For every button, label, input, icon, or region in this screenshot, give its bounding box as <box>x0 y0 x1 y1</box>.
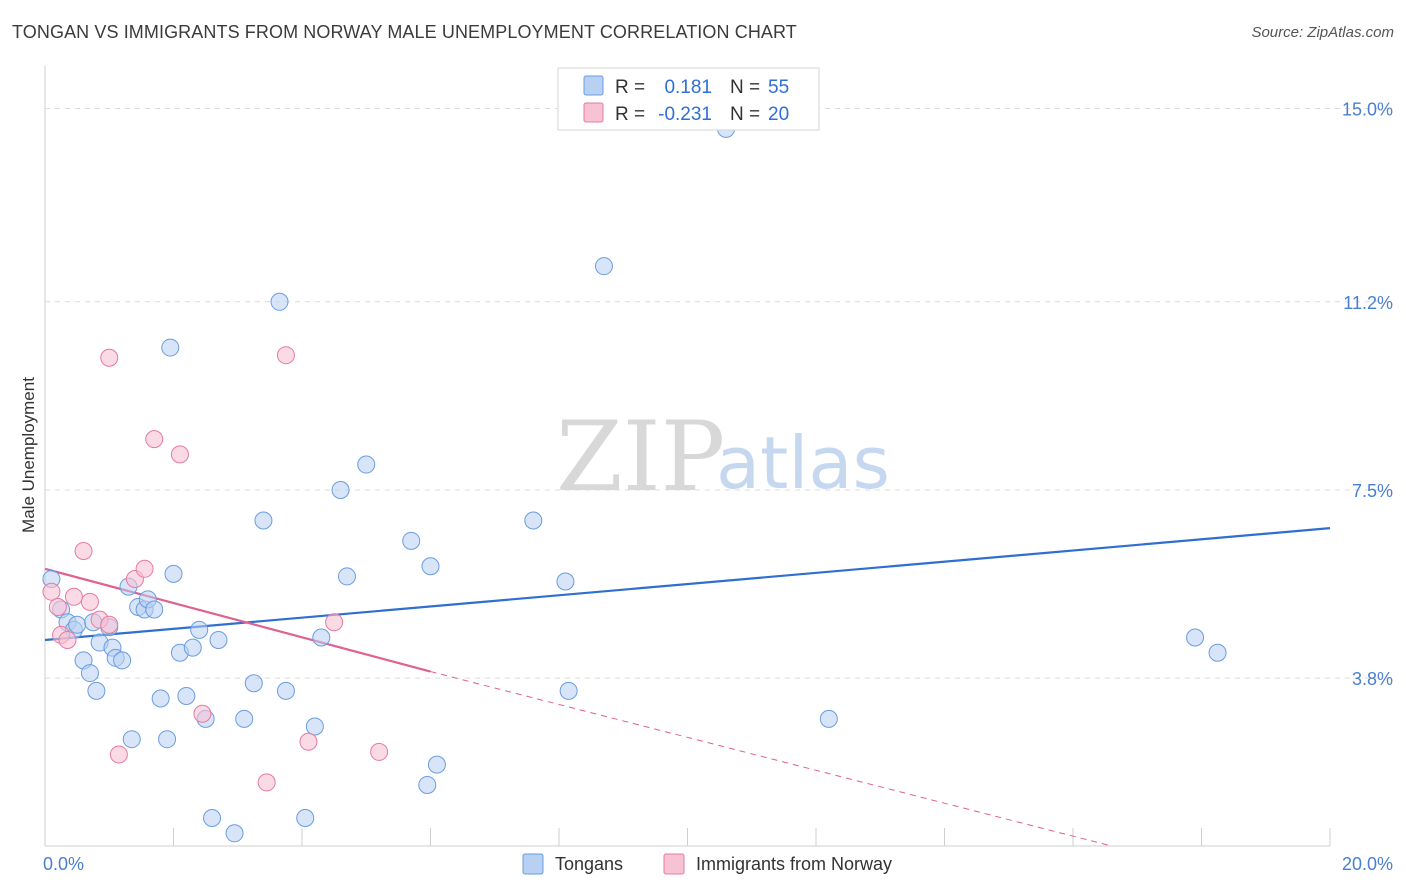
tongans-point-40 <box>331 480 350 499</box>
watermark-zip: ZIP <box>556 401 725 513</box>
y-tick-labels: 3.8% 7.5% 11.2% 15.0% <box>1342 100 1393 690</box>
y-tick-label-0: 3.8% <box>1352 669 1393 689</box>
tongans-point-44 <box>418 775 437 794</box>
tongans-point-42 <box>357 455 376 474</box>
tongans-point-39 <box>312 628 331 647</box>
tongans-point-46 <box>427 755 446 774</box>
axes <box>44 66 1331 847</box>
y-axis-label: Male Unemployment <box>19 377 38 533</box>
norway-point-15 <box>193 704 212 723</box>
tongans-point-33 <box>244 674 263 693</box>
tongans-point-19 <box>145 600 164 619</box>
legend-swatch-norway <box>583 102 604 123</box>
bottom-legend-label-tongans: Tongans <box>555 854 623 874</box>
series-legend: Tongans Immigrants from Norway <box>522 853 892 875</box>
tongans-point-37 <box>296 809 315 828</box>
tongans-point-45 <box>421 557 440 576</box>
tongans-point-54 <box>1208 643 1227 662</box>
tongans-point-23 <box>164 564 183 583</box>
norway-point-17 <box>276 346 295 365</box>
norway-point-5 <box>74 542 93 561</box>
tongans-point-27 <box>190 620 209 639</box>
norway-point-10 <box>100 348 119 367</box>
tongans-point-31 <box>225 824 244 843</box>
norway-point-16 <box>257 773 276 792</box>
norway-point-8 <box>100 615 119 634</box>
bottom-legend-swatch-tongans <box>522 853 544 875</box>
norway-point-3 <box>58 631 77 650</box>
norway-point-0 <box>42 582 61 601</box>
legend-n-label-tongans: N = <box>730 77 760 98</box>
x-tick-labels: 0.0% 20.0% <box>43 854 1393 874</box>
tongans-point-15 <box>122 730 141 749</box>
norway-point-19 <box>325 613 344 632</box>
tongans-point-26 <box>183 638 202 657</box>
tongans-point-21 <box>158 730 177 749</box>
legend-r-value-norway: -0.231 <box>658 104 712 125</box>
tongans-point-48 <box>556 572 575 591</box>
y-tick-label-2: 11.2% <box>1343 293 1393 313</box>
tongans-point-38 <box>305 717 324 736</box>
tongans-point-50 <box>594 257 613 276</box>
norway-point-12 <box>135 559 154 578</box>
gridlines <box>45 108 1395 679</box>
tongans-point-52 <box>819 709 838 728</box>
norway-point-9 <box>109 745 128 764</box>
norway-point-4 <box>64 587 83 606</box>
norway-point-13 <box>145 430 164 449</box>
norway-point-6 <box>80 592 99 611</box>
norway-point-1 <box>48 597 67 616</box>
source-label: Source: ZipAtlas.com <box>1251 24 1394 41</box>
trend-line-norway <box>44 567 431 673</box>
y-tick-label-3: 15.0% <box>1342 100 1393 120</box>
tongans-point-29 <box>203 809 222 828</box>
bottom-legend-swatch-norway <box>663 853 685 875</box>
trend-line-norway-extension <box>430 671 1112 847</box>
chart-title: TONGAN VS IMMIGRANTS FROM NORWAY MALE UN… <box>12 22 797 42</box>
norway-point-14 <box>170 445 189 464</box>
legend-n-value-norway: 20 <box>768 104 789 125</box>
tongans-point-8 <box>87 681 106 700</box>
tongans-point-34 <box>254 511 273 530</box>
correlation-legend: R = 0.181 N = 55 R = -0.231 N = 20 <box>557 67 820 131</box>
watermark-atlas: atlas <box>716 421 890 505</box>
trend-lines <box>44 527 1331 847</box>
tongans-point-20 <box>151 689 170 708</box>
series-norway-points <box>42 346 389 792</box>
tongans-point-13 <box>113 651 132 670</box>
legend-r-label-tongans: R = <box>615 77 645 98</box>
tongans-point-25 <box>177 686 196 705</box>
x-tick-label-1: 20.0% <box>1342 854 1393 874</box>
norway-point-18 <box>299 732 318 751</box>
legend-n-value-tongans: 55 <box>768 77 789 98</box>
y-tick-label-1: 7.5% <box>1352 481 1393 501</box>
legend-r-label-norway: R = <box>615 104 645 125</box>
bottom-legend-label-norway: Immigrants from Norway <box>696 854 892 874</box>
norway-point-20 <box>370 742 389 761</box>
tongans-point-4 <box>68 615 87 634</box>
tongans-point-49 <box>559 681 578 700</box>
trend-line-tongans <box>44 527 1331 642</box>
tongans-point-30 <box>209 631 228 650</box>
legend-r-value-tongans: 0.181 <box>664 77 712 98</box>
x-tick-label-0: 0.0% <box>43 854 84 874</box>
tongans-point-32 <box>235 709 254 728</box>
tongans-point-22 <box>161 338 180 357</box>
tongans-point-47 <box>524 511 543 530</box>
tongans-point-6 <box>80 664 99 683</box>
tongans-point-53 <box>1186 628 1205 647</box>
tongans-point-36 <box>276 681 295 700</box>
tongans-point-43 <box>402 531 421 550</box>
tongans-point-41 <box>337 567 356 586</box>
legend-n-label-norway: N = <box>730 104 760 125</box>
legend-swatch-tongans <box>583 75 604 96</box>
tongans-point-35 <box>270 292 289 311</box>
